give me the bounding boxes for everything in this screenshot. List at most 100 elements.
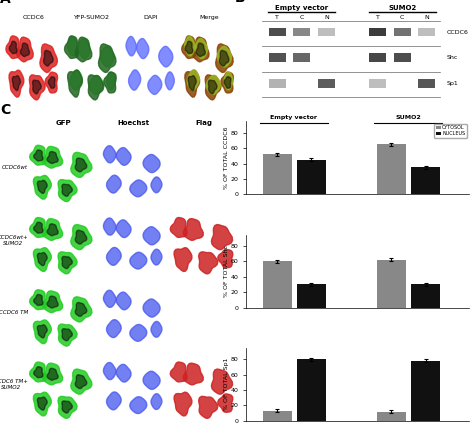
Polygon shape (37, 180, 47, 193)
Text: YFP-SUMO2: YFP-SUMO2 (74, 15, 110, 20)
Text: Flag: Flag (195, 120, 212, 126)
Polygon shape (58, 324, 77, 346)
Polygon shape (116, 147, 131, 165)
Polygon shape (37, 397, 47, 410)
Text: C: C (0, 102, 10, 116)
Polygon shape (130, 397, 147, 414)
Bar (263, 411, 292, 421)
Polygon shape (151, 177, 162, 193)
Polygon shape (64, 36, 78, 59)
Text: Shc: Shc (447, 55, 458, 60)
Polygon shape (143, 371, 160, 389)
Polygon shape (75, 303, 87, 316)
Polygon shape (148, 75, 162, 94)
Text: Hoechst: Hoechst (118, 120, 150, 126)
Polygon shape (62, 401, 73, 413)
FancyBboxPatch shape (269, 54, 286, 62)
Polygon shape (103, 363, 116, 380)
Polygon shape (218, 249, 233, 268)
Text: C: C (400, 15, 404, 20)
Polygon shape (47, 224, 58, 236)
Polygon shape (40, 44, 57, 73)
Text: N: N (425, 15, 429, 20)
Polygon shape (103, 290, 116, 307)
Polygon shape (116, 364, 131, 382)
Polygon shape (219, 50, 229, 66)
Polygon shape (71, 369, 92, 394)
FancyBboxPatch shape (369, 79, 386, 88)
Y-axis label: % OF TOTAL Shc: % OF TOTAL Shc (224, 245, 229, 297)
Polygon shape (185, 70, 200, 97)
Text: CCDC6 TM: CCDC6 TM (0, 310, 28, 315)
Polygon shape (47, 368, 58, 380)
Text: CCDC6 TM+
SUMO2: CCDC6 TM+ SUMO2 (0, 379, 28, 390)
Polygon shape (29, 362, 46, 382)
Polygon shape (33, 80, 41, 94)
Polygon shape (107, 175, 121, 193)
Polygon shape (62, 256, 73, 269)
Text: C: C (300, 15, 304, 20)
Polygon shape (99, 44, 116, 73)
Polygon shape (34, 150, 43, 161)
Polygon shape (126, 37, 137, 56)
FancyBboxPatch shape (369, 54, 386, 62)
Polygon shape (29, 290, 46, 310)
Polygon shape (182, 36, 196, 59)
Polygon shape (12, 76, 20, 91)
Polygon shape (29, 75, 45, 100)
Polygon shape (33, 248, 51, 272)
FancyBboxPatch shape (293, 28, 310, 36)
Polygon shape (103, 218, 116, 235)
Text: SUMO2: SUMO2 (395, 115, 421, 120)
Text: Empty vector: Empty vector (275, 6, 328, 11)
Text: N: N (324, 15, 329, 20)
Polygon shape (43, 363, 63, 385)
Polygon shape (130, 252, 147, 269)
Y-axis label: % OF TOTAL CCDC6: % OF TOTAL CCDC6 (224, 127, 229, 189)
Polygon shape (218, 394, 233, 412)
Polygon shape (88, 75, 104, 100)
Text: Merge: Merge (200, 15, 219, 20)
Polygon shape (170, 218, 187, 238)
Polygon shape (17, 37, 33, 62)
Legend: CYTOSOL, NUCLEUS: CYTOSOL, NUCLEUS (435, 124, 467, 138)
Text: CCDC6: CCDC6 (447, 30, 469, 34)
Polygon shape (45, 72, 58, 93)
Polygon shape (185, 41, 193, 54)
Bar (411, 361, 440, 421)
Polygon shape (183, 218, 203, 241)
Bar (377, 144, 406, 194)
Bar (297, 160, 326, 194)
Bar (377, 260, 406, 308)
Polygon shape (184, 37, 195, 56)
Polygon shape (143, 154, 160, 173)
Polygon shape (130, 180, 147, 197)
Bar (297, 284, 326, 308)
Polygon shape (20, 43, 29, 57)
Text: CCDC6wt: CCDC6wt (2, 165, 28, 170)
FancyBboxPatch shape (419, 28, 435, 36)
Polygon shape (107, 392, 121, 410)
Polygon shape (62, 184, 73, 196)
Polygon shape (34, 367, 43, 378)
Polygon shape (58, 180, 77, 201)
Text: SUMO2: SUMO2 (388, 6, 417, 11)
Polygon shape (34, 295, 43, 306)
Polygon shape (70, 70, 82, 90)
Polygon shape (37, 325, 47, 338)
Polygon shape (130, 324, 147, 341)
Polygon shape (58, 397, 77, 418)
FancyBboxPatch shape (318, 79, 335, 88)
Polygon shape (174, 248, 192, 272)
Polygon shape (6, 36, 20, 59)
Polygon shape (165, 72, 174, 90)
Polygon shape (34, 222, 43, 233)
Polygon shape (47, 296, 58, 308)
Bar (263, 154, 292, 194)
Polygon shape (116, 292, 131, 310)
Polygon shape (71, 297, 92, 322)
Polygon shape (33, 320, 51, 344)
Text: Empty vector: Empty vector (270, 115, 317, 120)
Polygon shape (78, 39, 90, 59)
Polygon shape (196, 43, 205, 57)
